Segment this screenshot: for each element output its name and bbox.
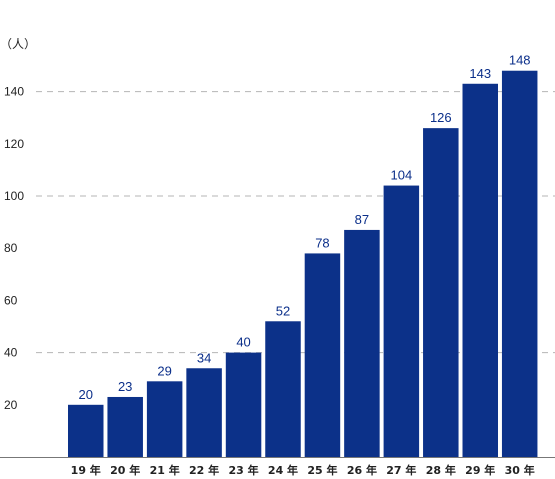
- value-label-5: 40: [236, 335, 250, 350]
- x-tick-label-3: 21 年: [150, 463, 180, 477]
- bar-5: [225, 352, 262, 457]
- x-tick-label-4: 22 年: [189, 463, 219, 477]
- value-label-2: 23: [118, 379, 132, 394]
- bar-10: [423, 128, 459, 457]
- x-tick-label-8: 26 年: [347, 463, 377, 477]
- value-label-11: 143: [469, 66, 491, 81]
- value-label-3: 29: [157, 363, 171, 378]
- bar-6: [265, 321, 301, 457]
- bar-3: [146, 381, 183, 457]
- x-axis-labels: 19 年 20 年 21 年 22 年 23 年 24 年 25 年 26 年 27 年 28 年…: [71, 463, 535, 477]
- x-tick-label-9: 27 年: [386, 463, 416, 477]
- value-label-10: 126: [430, 110, 452, 125]
- y-tick-label-20: 20: [4, 398, 18, 412]
- y-tick-label-80: 80: [4, 241, 18, 255]
- value-labels: 20 23 29 34 40 52 78 87 104 126 143 148: [79, 53, 531, 402]
- y-tick-label-140: 140: [4, 85, 24, 99]
- bar-12: [501, 70, 538, 457]
- bar-9: [383, 185, 420, 457]
- x-tick-label-2: 20 年: [110, 463, 140, 477]
- bar-4: [186, 368, 222, 457]
- bar-1: [68, 404, 104, 457]
- y-tick-label-40: 40: [4, 346, 18, 360]
- value-label-12: 148: [509, 53, 531, 68]
- bar-11: [462, 83, 498, 458]
- value-label-7: 78: [315, 235, 329, 250]
- bar-8: [344, 229, 380, 457]
- y-axis-ticks: 20 40 60 80 100 120 140: [4, 85, 24, 412]
- y-tick-label-120: 120: [4, 137, 24, 151]
- bar-7: [304, 253, 341, 457]
- x-tick-label-10: 28 年: [426, 463, 456, 477]
- y-tick-label-100: 100: [4, 189, 24, 203]
- value-label-8: 87: [355, 212, 369, 227]
- value-label-4: 34: [197, 350, 211, 365]
- x-tick-label-11: 29 年: [465, 463, 495, 477]
- x-tick-label-6: 24 年: [268, 463, 298, 477]
- x-tick-label-1: 19 年: [71, 463, 101, 477]
- value-label-6: 52: [276, 303, 290, 318]
- bar-2: [107, 396, 143, 457]
- x-tick-label-7: 25 年: [307, 463, 337, 477]
- y-tick-label-60: 60: [4, 293, 18, 307]
- value-label-9: 104: [390, 168, 412, 183]
- value-label-1: 20: [79, 387, 93, 402]
- bars: [68, 70, 538, 458]
- x-tick-label-5: 23 年: [228, 463, 258, 477]
- x-tick-label-12: 30 年: [505, 463, 535, 477]
- y-axis-unit-label: （人）: [0, 37, 36, 51]
